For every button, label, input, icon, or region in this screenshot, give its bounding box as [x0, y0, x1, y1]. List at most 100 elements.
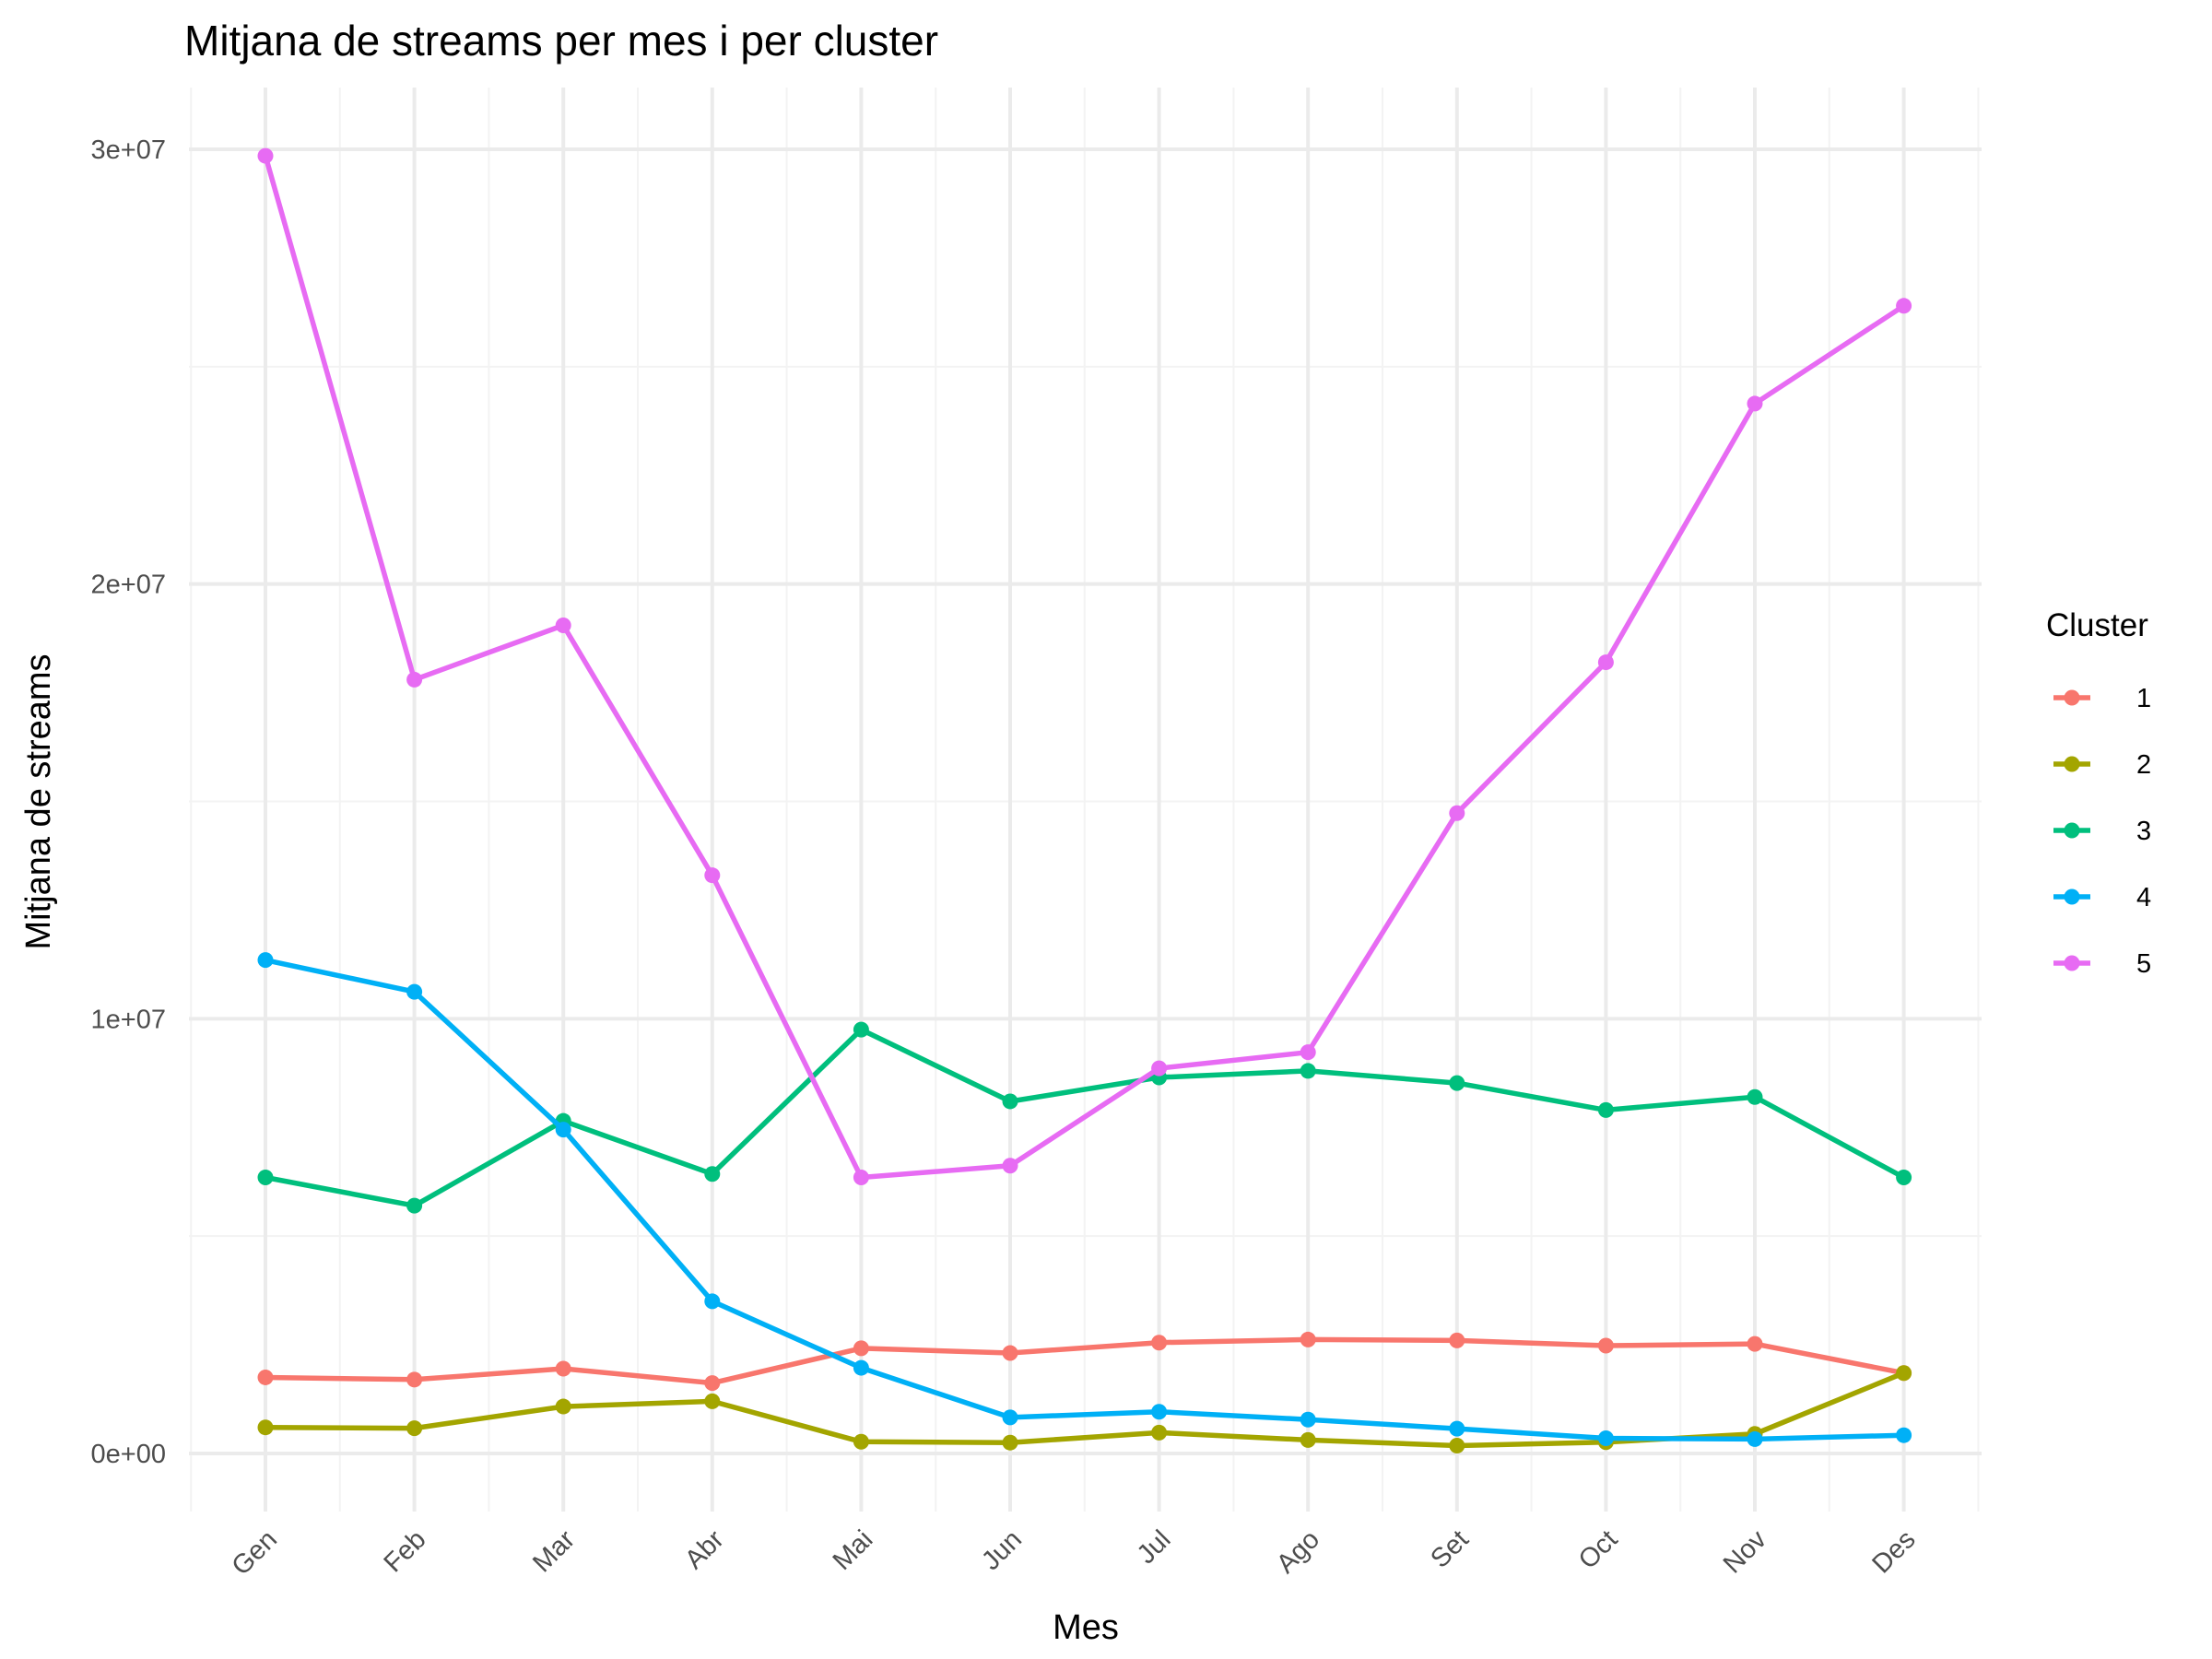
y-tick-label: 3e+07: [91, 135, 166, 165]
legend-key-point: [2064, 822, 2080, 839]
data-point: [704, 1375, 721, 1392]
data-point: [1896, 1169, 1912, 1185]
legend-item-4: 4: [2053, 883, 2151, 912]
data-point: [704, 1293, 721, 1310]
x-tick-label: Mar: [527, 1524, 581, 1578]
data-point: [1449, 1075, 1465, 1091]
data-point: [1449, 1332, 1465, 1348]
data-point: [257, 952, 274, 969]
legend-label: 4: [2136, 883, 2151, 912]
chart-title: Mitjana de streams per mes i per cluster: [184, 17, 938, 65]
legend-key-point: [2064, 955, 2080, 971]
data-point: [1300, 1431, 1316, 1448]
x-tick-label: Abr: [679, 1524, 730, 1575]
x-tick-label: Oct: [1573, 1524, 1624, 1575]
series-line: [263, 153, 1907, 1181]
legend-title: Cluster: [2046, 607, 2148, 643]
data-point: [1597, 1337, 1614, 1354]
data-point: [1747, 395, 1763, 412]
legend-label: 3: [2136, 817, 2151, 846]
legend-item-1: 1: [2053, 684, 2151, 713]
series-line: [263, 1027, 1907, 1208]
data-point: [1002, 1434, 1018, 1451]
data-point: [1597, 654, 1614, 671]
legend-label: 5: [2136, 949, 2151, 979]
data-point: [1896, 298, 1912, 314]
legend-label: 1: [2136, 684, 2151, 713]
data-point: [406, 1197, 423, 1214]
data-point: [853, 1359, 869, 1376]
series-1: [257, 1331, 1912, 1392]
legend-item-3: 3: [2053, 817, 2151, 846]
y-tick-label: 0e+00: [91, 1440, 166, 1469]
data-point: [1896, 1365, 1912, 1382]
data-point: [1597, 1430, 1614, 1446]
x-tick-label: Des: [1866, 1524, 1921, 1579]
x-axis-title: Mes: [1053, 1608, 1119, 1647]
x-tick-label: Nov: [1718, 1524, 1772, 1579]
series-lines: [257, 147, 1912, 1454]
series-3: [257, 1021, 1912, 1214]
y-axis: 0e+00 1e+07 2e+07 3e+07: [91, 135, 166, 1469]
y-axis-title: Mitjana de streams: [19, 653, 58, 949]
data-point: [1449, 1420, 1465, 1437]
series-4: [257, 952, 1912, 1447]
data-point: [1597, 1101, 1614, 1118]
legend-key-point: [2064, 756, 2080, 772]
data-point: [1449, 1438, 1465, 1454]
data-point: [1300, 1044, 1316, 1061]
y-tick-label: 1e+07: [91, 1005, 166, 1034]
legend-key-point: [2064, 888, 2080, 905]
data-point: [1002, 1158, 1018, 1174]
legend: Cluster 1 2 3 4 5: [2046, 607, 2151, 979]
data-point: [555, 1360, 571, 1377]
x-tick-label: Jun: [976, 1524, 1028, 1576]
data-point: [853, 1021, 869, 1038]
data-point: [853, 1169, 869, 1185]
data-point: [853, 1340, 869, 1357]
x-tick-label: Set: [1425, 1524, 1474, 1573]
data-point: [1151, 1335, 1168, 1351]
data-point: [257, 147, 274, 164]
data-point: [257, 1369, 274, 1385]
data-point: [1300, 1063, 1316, 1079]
data-point: [555, 617, 571, 633]
data-point: [1151, 1424, 1168, 1441]
data-point: [1002, 1409, 1018, 1426]
x-tick-label: Ago: [1271, 1524, 1325, 1579]
data-point: [1151, 1060, 1168, 1077]
data-point: [1300, 1411, 1316, 1428]
data-point: [1747, 1088, 1763, 1105]
data-point: [1747, 1335, 1763, 1352]
data-point: [257, 1419, 274, 1436]
x-tick-label: Gen: [227, 1524, 283, 1581]
series-5: [257, 147, 1912, 1185]
x-tick-label: Mai: [828, 1524, 879, 1576]
legend-item-5: 5: [2053, 949, 2151, 979]
legend-key-point: [2064, 689, 2080, 706]
data-point: [853, 1433, 869, 1450]
data-point: [406, 1371, 423, 1388]
data-point: [406, 1420, 423, 1437]
data-point: [1300, 1331, 1316, 1347]
data-point: [1002, 1345, 1018, 1361]
series-line: [263, 957, 1907, 1442]
data-point: [555, 1122, 571, 1138]
grid: [189, 88, 1982, 1512]
data-point: [1896, 1427, 1912, 1443]
series-line: [263, 1336, 1907, 1386]
legend-item-2: 2: [2053, 750, 2151, 780]
data-point: [704, 1393, 721, 1409]
data-point: [704, 867, 721, 884]
data-point: [1002, 1093, 1018, 1110]
data-point: [406, 983, 423, 1000]
data-point: [1151, 1404, 1168, 1420]
legend-label: 2: [2136, 750, 2151, 780]
data-point: [555, 1398, 571, 1415]
data-point: [406, 671, 423, 688]
data-point: [1449, 805, 1465, 821]
x-tick-label: Feb: [379, 1524, 432, 1578]
x-tick-label: Jul: [1132, 1524, 1177, 1570]
data-point: [704, 1166, 721, 1182]
